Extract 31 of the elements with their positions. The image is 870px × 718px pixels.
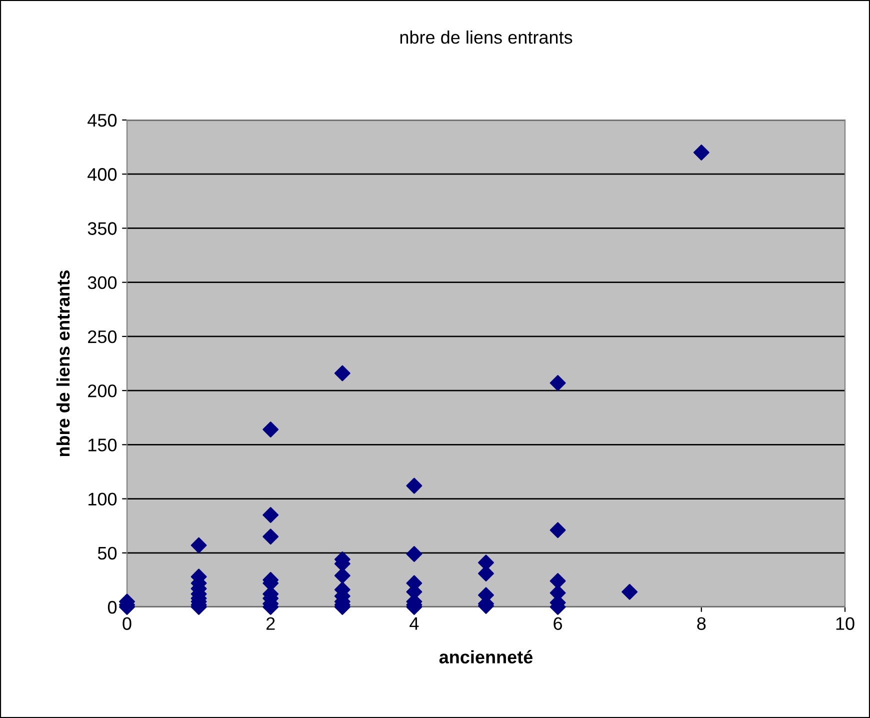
y-tick-label: 250: [88, 330, 117, 344]
x-tick-label: 2: [266, 617, 275, 630]
y-tick-label: 350: [88, 222, 117, 235]
point: [262, 528, 279, 545]
y-axis-title: nbre de liens entrants: [56, 270, 70, 456]
x-axis-title: ancienneté: [439, 650, 533, 664]
point: [190, 537, 207, 554]
point: [622, 584, 638, 600]
y-tick-label: 450: [88, 114, 117, 127]
y-tick-label: 50: [98, 546, 117, 560]
point: [334, 365, 350, 382]
y-tick-label: 0: [108, 600, 117, 614]
point: [334, 568, 350, 584]
x-tick-label: 4: [410, 617, 419, 630]
y-tick-label: 300: [88, 276, 117, 290]
x-tick-label: 10: [836, 617, 854, 630]
y-tick-label: 400: [88, 168, 117, 181]
point: [550, 522, 566, 538]
point: [262, 422, 279, 438]
y-tick-label: 150: [88, 438, 117, 452]
point: [550, 375, 566, 391]
y-tick-label: 200: [88, 384, 117, 398]
y-tick-label: 100: [88, 492, 117, 506]
x-tick-label: 0: [122, 617, 132, 630]
point: [406, 546, 422, 562]
x-tick-label: 6: [554, 617, 562, 630]
point: [406, 478, 422, 494]
chart-title: nbre de liens entrants: [400, 30, 572, 44]
point: [693, 144, 710, 160]
x-tick-label: 8: [697, 617, 706, 630]
point: [262, 507, 279, 523]
